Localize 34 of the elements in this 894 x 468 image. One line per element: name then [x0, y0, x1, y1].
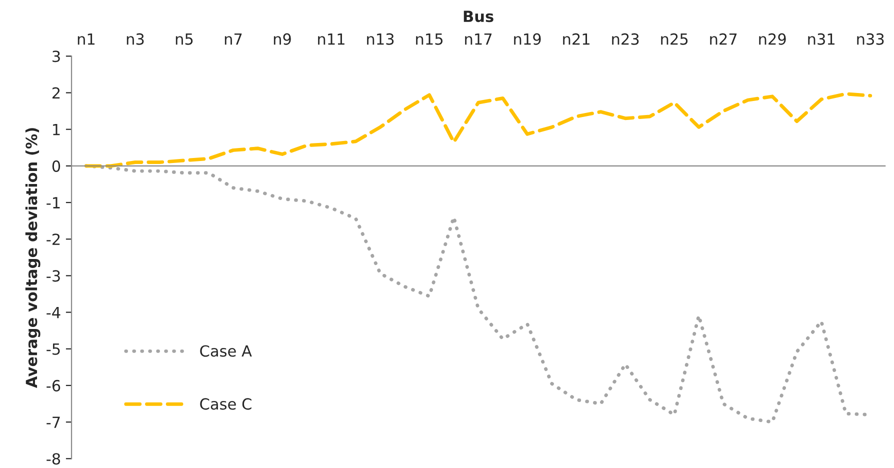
x-tick-label: n23 [612, 33, 639, 45]
x-tick-label: n31 [808, 33, 834, 45]
x-tick-label: n25 [661, 33, 688, 45]
y-tick-label: -3 [46, 270, 60, 282]
x-tick-label: n5 [176, 34, 193, 45]
x-tick-label: n1 [78, 34, 95, 45]
y-tick-label: -5 [46, 344, 60, 355]
y-tick-label: -2 [46, 234, 60, 245]
x-tick-label: n3 [126, 33, 144, 45]
legend-label: Case A [200, 345, 252, 357]
x-axis-title: Bus [464, 10, 494, 22]
y-tick-label: 2 [52, 87, 60, 99]
y-tick-label: -1 [46, 197, 60, 208]
x-tick-label: n13 [367, 33, 394, 45]
x-tick-label: n19 [514, 33, 541, 45]
y-tick-label: 3 [52, 50, 60, 62]
y-tick-label: 0 [52, 160, 60, 172]
x-tick-label: n11 [318, 34, 344, 45]
x-tick-label: n7 [224, 34, 242, 45]
x-tick-label: n21 [563, 33, 590, 45]
y-tick-label: -8 [46, 453, 60, 465]
y-tick-label: -6 [46, 380, 60, 392]
y-tick-label: -4 [46, 306, 60, 318]
x-tick-label: n27 [710, 33, 737, 45]
legend-label: Case C [200, 398, 252, 410]
y-tick-label: -7 [46, 416, 60, 428]
x-tick-label: n17 [465, 34, 492, 45]
x-tick-label: n9 [274, 33, 291, 45]
y-axis-title: Average voltage deviation (%) [25, 128, 40, 388]
x-tick-label: n15 [416, 34, 443, 45]
y-tick-label: 1 [53, 124, 60, 136]
line-series [84, 92, 872, 168]
x-tick-label: n29 [759, 33, 786, 45]
x-tick-label: n33 [857, 33, 884, 45]
